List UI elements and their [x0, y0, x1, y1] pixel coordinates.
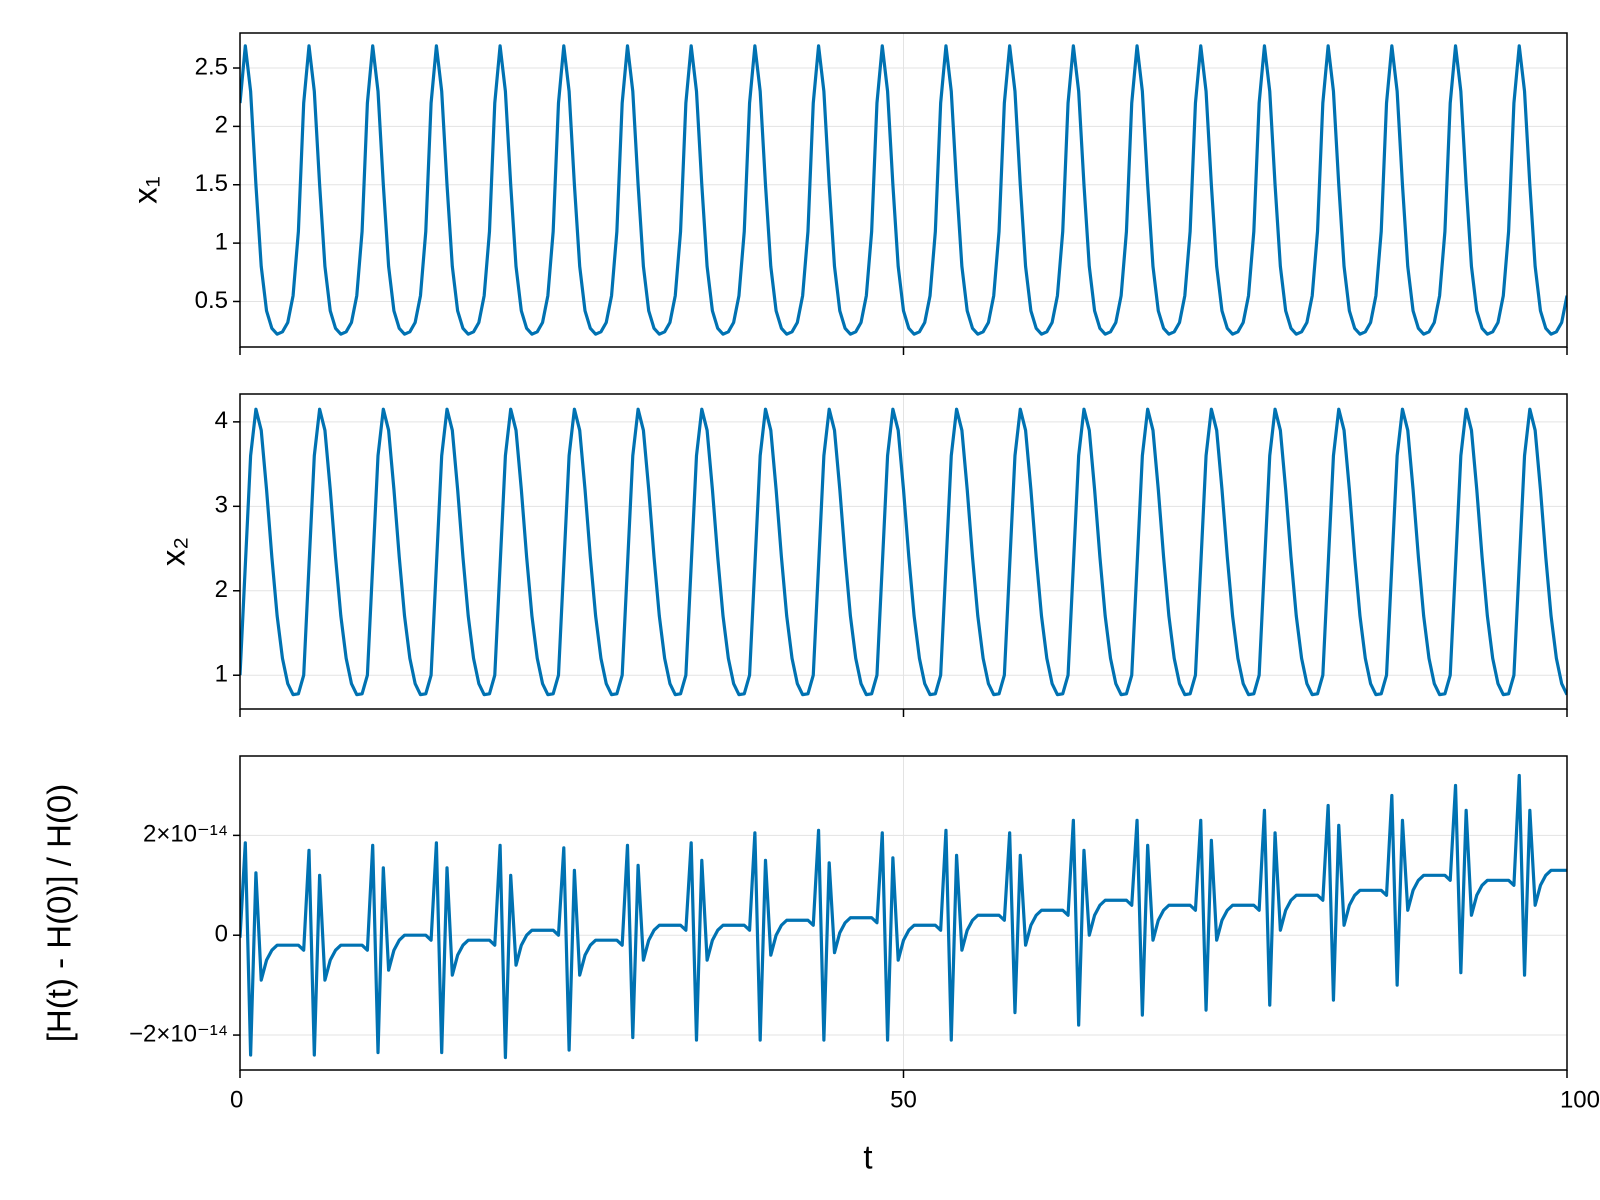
y-tick-label: 1.5: [195, 170, 228, 197]
y-tick-label: 4: [215, 407, 228, 434]
x-tick-label: 0: [230, 1086, 243, 1113]
y-tick-label: 2: [215, 112, 228, 139]
y-tick-label: 2.5: [195, 53, 228, 80]
y-tick-label: 0.5: [195, 287, 228, 314]
y-tick-label: 2×10⁻¹⁴: [143, 821, 228, 848]
x-tick-label: 100: [1560, 1086, 1600, 1113]
y-tick-label: 0: [215, 921, 228, 948]
y-tick-label: 1: [215, 661, 228, 688]
y-axis-label: x₂: [155, 537, 192, 566]
y-tick-label: −2×10⁻¹⁴: [129, 1020, 228, 1047]
x-axis-label: t: [863, 1139, 872, 1176]
data-line: [240, 44, 1567, 336]
y-axis-label: x₁: [127, 176, 164, 204]
data-line: [240, 407, 1567, 697]
y-tick-label: 3: [215, 492, 228, 519]
y-tick-label: 1: [215, 228, 228, 255]
y-axis-label: [H(t) - H(0)] / H(0): [41, 784, 78, 1042]
y-tick-label: 2: [215, 576, 228, 603]
x-tick-label: 50: [890, 1086, 917, 1113]
data-line: [240, 773, 1567, 1060]
